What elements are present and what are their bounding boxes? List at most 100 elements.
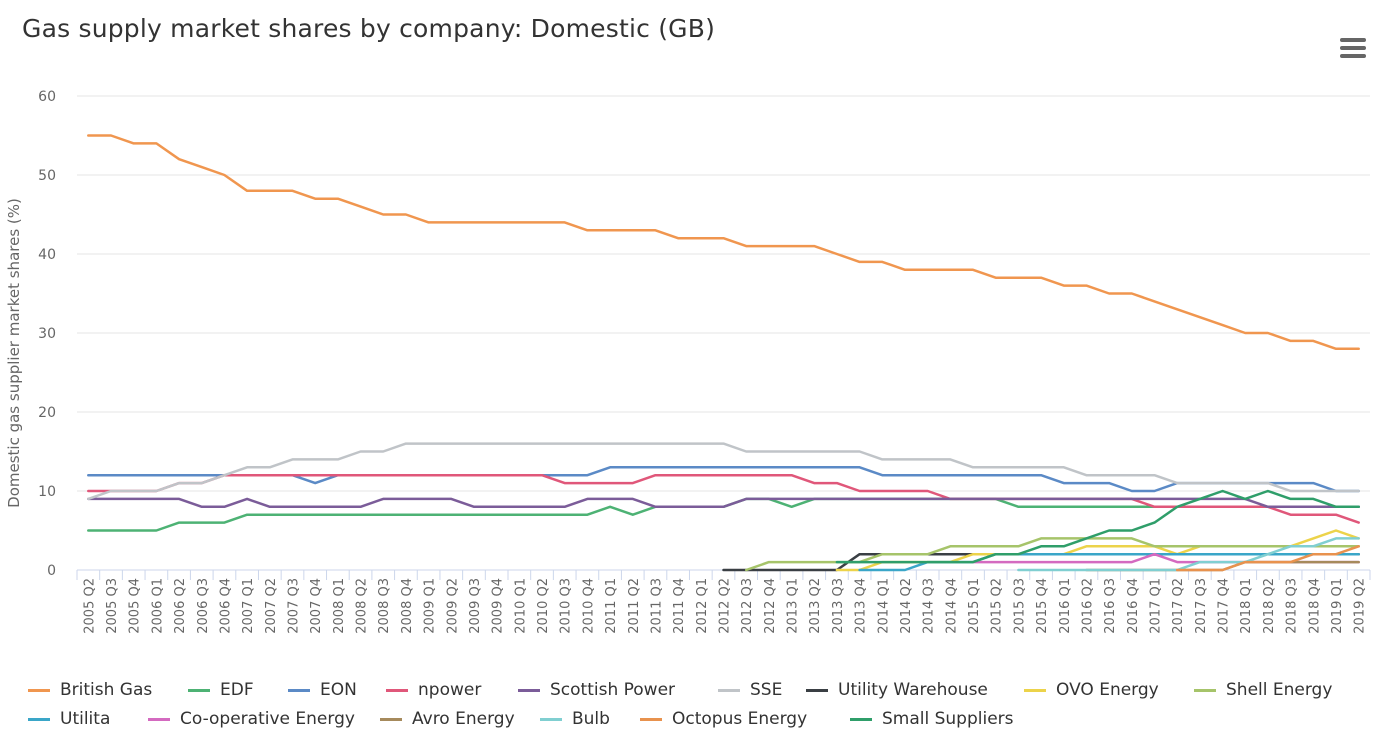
y-tick-label: 60 <box>38 89 56 105</box>
legend-label: SSE <box>750 680 783 700</box>
series-line-octopus-energy <box>1175 545 1360 572</box>
legend-label: EON <box>320 680 357 700</box>
x-tick-label: 2017 Q4 <box>1217 578 1232 634</box>
legend-swatch <box>718 688 740 692</box>
legend-item-avro-energy[interactable]: Avro Energy <box>380 709 515 729</box>
x-tick-label: 2015 Q4 <box>1035 578 1050 634</box>
legend-swatch <box>540 717 562 721</box>
x-tick-label: 2013 Q1 <box>786 578 801 634</box>
legend-item-npower[interactable]: npower <box>386 680 481 700</box>
x-tick-label: 2016 Q1 <box>1058 578 1073 634</box>
legend-swatch <box>806 688 828 692</box>
legend-label: Scottish Power <box>550 680 676 700</box>
legend-swatch <box>380 717 402 721</box>
x-tick-label: 2014 Q3 <box>922 578 937 634</box>
x-tick-label: 2009 Q4 <box>491 578 506 634</box>
legend-item-shell-energy[interactable]: Shell Energy <box>1194 680 1332 700</box>
legend-item-eon[interactable]: EON <box>288 680 357 700</box>
x-tick-label: 2010 Q4 <box>581 578 596 634</box>
legend-label: Utility Warehouse <box>838 680 988 700</box>
x-tick-label: 2016 Q4 <box>1126 578 1141 634</box>
legend-swatch <box>288 688 310 692</box>
legend-item-ovo-energy[interactable]: OVO Energy <box>1024 680 1159 700</box>
x-tick-label: 2011 Q1 <box>604 578 619 634</box>
series-line-small-suppliers <box>835 489 1360 564</box>
x-tick-label: 2008 Q4 <box>400 578 415 634</box>
x-tick-label: 2018 Q4 <box>1307 578 1322 634</box>
x-tick-label: 2006 Q4 <box>218 578 233 634</box>
legend-label: Shell Energy <box>1226 680 1333 700</box>
legend-label: EDF <box>220 680 254 700</box>
x-tick-label: 2015 Q3 <box>1012 578 1027 634</box>
x-tick-label: 2009 Q3 <box>468 578 483 634</box>
x-tick-label: 2018 Q2 <box>1262 578 1277 634</box>
x-tick-label: 2009 Q1 <box>423 578 438 634</box>
x-tick-label: 2012 Q3 <box>740 578 755 634</box>
legend-label: Bulb <box>572 709 610 729</box>
x-tick-label: 2014 Q1 <box>876 578 891 634</box>
legend-swatch <box>1024 688 1046 692</box>
legend-label: Small Suppliers <box>882 709 1014 729</box>
legend-item-small-suppliers[interactable]: Small Suppliers <box>850 709 1014 729</box>
series-line-bulb <box>1017 537 1360 572</box>
y-tick-label: 10 <box>38 484 56 500</box>
x-tick-label: 2008 Q3 <box>377 578 392 634</box>
x-tick-label: 2005 Q4 <box>128 578 143 634</box>
legend-item-co-operative-energy[interactable]: Co-operative Energy <box>148 709 355 729</box>
x-tick-label: 2007 Q2 <box>264 578 279 634</box>
x-tick-label: 2018 Q1 <box>1239 578 1254 634</box>
x-tick-label: 2006 Q1 <box>150 578 165 634</box>
x-tick-label: 2017 Q3 <box>1194 578 1209 634</box>
legend-label: Octopus Energy <box>672 709 808 729</box>
legend-item-sse[interactable]: SSE <box>718 680 782 700</box>
series-line-scottish-power <box>87 497 1360 509</box>
y-tick-label: 50 <box>38 168 56 184</box>
legend-item-utility-warehouse[interactable]: Utility Warehouse <box>806 680 988 700</box>
chart-title: Gas supply market shares by company: Dom… <box>22 14 716 43</box>
legend-item-scottish-power[interactable]: Scottish Power <box>518 680 675 700</box>
legend-swatch <box>518 688 540 692</box>
hamburger-menu-icon[interactable] <box>1340 38 1366 62</box>
x-tick-label: 2007 Q1 <box>241 578 256 634</box>
legend-swatch <box>640 717 662 721</box>
series-line-sse <box>87 442 1360 501</box>
x-tick-label: 2014 Q2 <box>899 578 914 634</box>
x-tick-label: 2016 Q3 <box>1103 578 1118 634</box>
y-axis-label: Domestic gas supplier market shares (%) <box>5 198 23 508</box>
x-tick-label: 2010 Q1 <box>513 578 528 634</box>
legend-label: Co-operative Energy <box>180 709 355 729</box>
x-tick-label: 2019 Q2 <box>1353 578 1368 634</box>
series-line-eon <box>87 466 1360 493</box>
series-line-british-gas <box>87 134 1360 351</box>
series-line-edf <box>87 497 1360 532</box>
y-tick-label: 30 <box>38 326 56 342</box>
x-tick-label: 2007 Q3 <box>287 578 302 634</box>
x-tick-label: 2005 Q2 <box>82 578 97 634</box>
x-tick-label: 2008 Q1 <box>332 578 347 634</box>
x-tick-label: 2010 Q3 <box>559 578 574 634</box>
x-tick-label: 2011 Q3 <box>649 578 664 634</box>
legend-label: British Gas <box>60 680 153 700</box>
x-tick-label: 2011 Q4 <box>672 578 687 634</box>
legend-item-utilita[interactable]: Utilita <box>28 709 110 729</box>
x-tick-label: 2006 Q3 <box>196 578 211 634</box>
legend-item-bulb[interactable]: Bulb <box>540 709 610 729</box>
legend-item-edf[interactable]: EDF <box>188 680 254 700</box>
x-tick-label: 2011 Q2 <box>627 578 642 634</box>
series-line-npower <box>87 473 1360 524</box>
legend-swatch <box>188 688 210 692</box>
x-tick-label: 2012 Q4 <box>763 578 778 634</box>
x-tick-label: 2018 Q3 <box>1285 578 1300 634</box>
legend-swatch <box>28 688 50 692</box>
legend-item-octopus-energy[interactable]: Octopus Energy <box>640 709 807 729</box>
x-tick-label: 2005 Q3 <box>105 578 120 634</box>
x-tick-label: 2015 Q2 <box>990 578 1005 634</box>
legend-item-british-gas[interactable]: British Gas <box>28 680 152 700</box>
x-tick-label: 2013 Q4 <box>854 578 869 634</box>
x-tick-label: 2013 Q3 <box>831 578 846 634</box>
legend-swatch <box>148 717 170 721</box>
legend-swatch <box>850 717 872 721</box>
x-tick-label: 2009 Q2 <box>445 578 460 634</box>
legend-label: Utilita <box>60 709 111 729</box>
